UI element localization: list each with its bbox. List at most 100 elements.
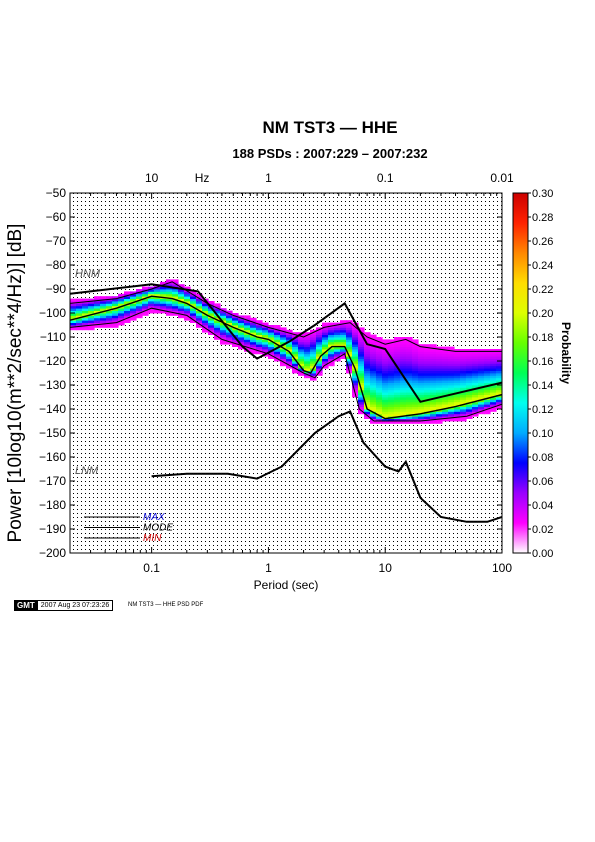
probability-cell bbox=[232, 320, 239, 323]
probability-cell bbox=[268, 329, 275, 333]
probability-cell bbox=[196, 303, 203, 307]
probability-cell bbox=[142, 303, 149, 307]
probability-cell bbox=[454, 365, 461, 369]
probability-cell bbox=[310, 339, 317, 343]
probability-cell bbox=[424, 416, 431, 419]
probability-cell bbox=[184, 298, 191, 302]
probability-cell bbox=[268, 356, 275, 359]
probability-cell bbox=[442, 353, 449, 357]
probability-cell bbox=[238, 315, 245, 319]
probability-cell bbox=[346, 339, 353, 343]
probability-cell bbox=[466, 409, 473, 412]
probability-cell bbox=[424, 387, 431, 391]
probability-cell bbox=[400, 401, 407, 405]
probability-cell bbox=[142, 305, 149, 309]
probability-cell bbox=[148, 289, 155, 292]
probability-cell bbox=[202, 322, 209, 326]
probability-cell bbox=[460, 411, 467, 415]
probability-cell bbox=[316, 358, 323, 362]
plot-frame bbox=[69, 192, 503, 554]
probability-cell bbox=[376, 411, 383, 415]
probability-cell bbox=[250, 317, 257, 321]
probability-cell bbox=[430, 392, 437, 395]
probability-cell bbox=[262, 346, 269, 350]
probability-cell bbox=[448, 397, 455, 400]
probability-cell bbox=[334, 334, 341, 338]
probability-cell bbox=[358, 334, 365, 338]
probability-cell bbox=[478, 380, 485, 383]
probability-cell bbox=[316, 346, 323, 350]
probability-cell bbox=[370, 385, 377, 388]
probability-cell bbox=[262, 327, 269, 331]
probability-cell bbox=[382, 406, 389, 410]
probability-cell bbox=[268, 346, 275, 350]
probability-cell bbox=[82, 298, 89, 302]
probability-cell bbox=[490, 370, 497, 374]
probability-cell bbox=[418, 392, 425, 395]
probability-cell bbox=[418, 409, 425, 412]
probability-cell bbox=[178, 315, 185, 319]
probability-cell bbox=[466, 358, 473, 362]
probability-cell bbox=[370, 358, 377, 362]
probability-cell bbox=[370, 375, 377, 379]
probability-cell bbox=[448, 363, 455, 367]
probability-cell bbox=[118, 313, 125, 316]
probability-cell bbox=[190, 315, 197, 319]
probability-cell bbox=[154, 298, 161, 302]
probability-cell bbox=[148, 286, 155, 290]
probability-cell bbox=[496, 406, 502, 410]
probability-cell bbox=[394, 346, 401, 350]
probability-cell bbox=[328, 344, 335, 347]
probability-cell bbox=[256, 329, 263, 333]
probability-cell bbox=[214, 337, 221, 340]
probability-cell bbox=[256, 332, 263, 335]
probability-cell bbox=[256, 339, 263, 343]
probability-cell bbox=[70, 313, 77, 316]
probability-cell bbox=[388, 370, 395, 374]
probability-cell bbox=[430, 409, 437, 412]
probability-cell bbox=[406, 337, 413, 340]
probability-cell bbox=[196, 305, 203, 309]
probability-cell bbox=[430, 375, 437, 379]
probability-cell bbox=[466, 380, 473, 383]
probability-cell bbox=[298, 349, 305, 352]
probability-cell bbox=[376, 339, 383, 343]
probability-cell bbox=[118, 293, 125, 297]
probability-cell bbox=[346, 332, 353, 335]
probability-cell bbox=[454, 382, 461, 386]
probability-cell bbox=[376, 349, 383, 352]
probability-cell bbox=[406, 363, 413, 367]
probability-cell bbox=[280, 358, 287, 362]
probability-cell bbox=[376, 397, 383, 400]
probability-cell bbox=[430, 389, 437, 393]
gmt-timestamp: 2007 Aug 23 07:23:26 bbox=[37, 600, 114, 611]
probability-cell bbox=[406, 341, 413, 345]
probability-cell bbox=[70, 305, 77, 309]
probability-cell bbox=[460, 358, 467, 362]
probability-cell bbox=[88, 298, 95, 302]
probability-cell bbox=[370, 341, 377, 345]
probability-cell bbox=[346, 337, 353, 340]
probability-cell bbox=[310, 353, 317, 357]
probability-cell bbox=[238, 334, 245, 338]
probability-cell bbox=[148, 305, 155, 309]
probability-cell bbox=[490, 356, 497, 359]
probability-cell bbox=[328, 349, 335, 352]
probability-cell bbox=[322, 327, 329, 331]
probability-cell bbox=[352, 394, 359, 398]
probability-cell bbox=[382, 385, 389, 388]
probability-cell bbox=[304, 334, 311, 338]
probability-cell bbox=[82, 325, 89, 328]
probability-cell bbox=[148, 298, 155, 302]
probability-cell bbox=[172, 310, 179, 314]
probability-cell bbox=[118, 320, 125, 323]
probability-cell bbox=[262, 332, 269, 335]
probability-cell bbox=[142, 286, 149, 290]
probability-cell bbox=[484, 353, 491, 357]
probability-cell bbox=[430, 411, 437, 415]
probability-cell bbox=[364, 344, 371, 347]
probability-cell bbox=[220, 313, 227, 316]
probability-cell bbox=[436, 380, 443, 383]
probability-cell bbox=[412, 382, 419, 386]
probability-cell bbox=[364, 377, 371, 381]
